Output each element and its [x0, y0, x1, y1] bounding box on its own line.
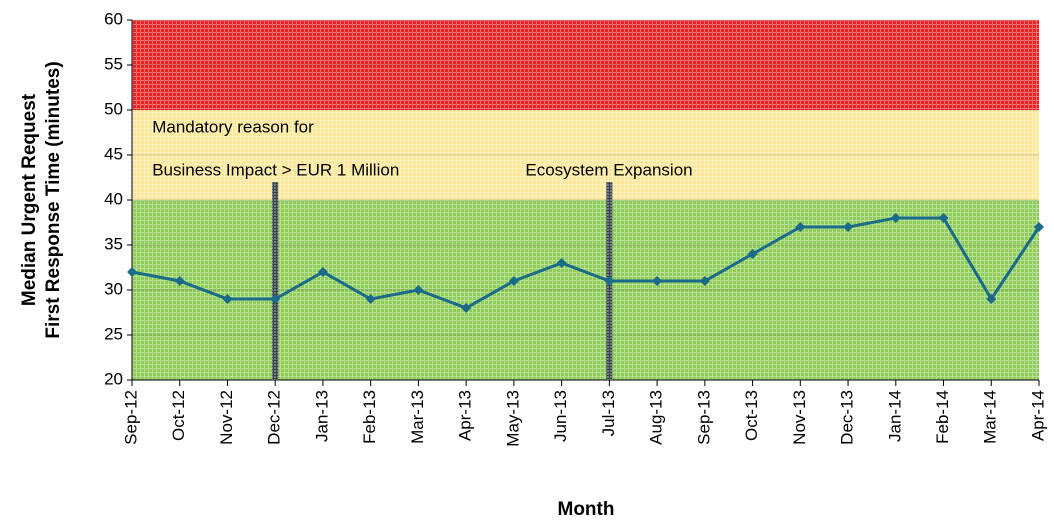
y-tick-label: 30 [104, 279, 123, 298]
point [795, 222, 806, 232]
series-line [131, 216, 1041, 310]
y-axis-title-line: First Response Time (minutes) [43, 61, 64, 338]
x-axis-title: Month [558, 499, 615, 520]
x-tick-label: Jan-14 [885, 390, 904, 442]
point [270, 294, 281, 304]
band-hatch [132, 110, 1039, 200]
point [222, 294, 233, 304]
y-tick-label: 35 [104, 234, 123, 253]
y-tick-label: 55 [104, 54, 123, 73]
x-tick-label: Sep-13 [694, 390, 713, 445]
band-hatch [132, 20, 1039, 110]
point [1034, 222, 1044, 232]
y-axis-title-line: Median Urgent Request [19, 93, 40, 306]
point [127, 267, 137, 277]
y-tick-label: 45 [104, 144, 123, 163]
x-tick-label: Sep-12 [121, 390, 140, 445]
annotation-text: Ecosystem Expansion [525, 160, 692, 179]
point [508, 276, 519, 286]
x-tick-label: Oct-13 [742, 390, 761, 441]
point [747, 249, 758, 259]
x-tick-label: Feb-13 [360, 390, 379, 444]
x-tick-label: Mar-13 [408, 390, 427, 444]
y-tick-label: 50 [104, 99, 123, 118]
point [699, 276, 710, 286]
y-tick-label: 20 [104, 369, 123, 388]
x-tick-label: Dec-13 [838, 390, 857, 445]
point [365, 294, 376, 304]
point [843, 222, 854, 232]
x-tick-label: Oct-12 [169, 390, 188, 441]
y-tick-label: 60 [104, 9, 123, 28]
x-tick-label: Dec-12 [265, 390, 284, 445]
annotation-text: Mandatory reason for [152, 117, 314, 136]
point [986, 294, 997, 304]
point [890, 213, 901, 223]
point [174, 276, 185, 286]
point [413, 285, 424, 295]
annotation-line [272, 182, 279, 380]
y-axis-title: Median Urgent Request First Response Tim… [19, 61, 64, 338]
x-tick-label: Apr-13 [456, 390, 475, 441]
point [556, 258, 567, 268]
point [604, 276, 615, 286]
point [652, 276, 663, 286]
x-tick-label: Nov-12 [217, 390, 236, 445]
band-hatch [132, 200, 1039, 380]
x-tick-label: Apr-14 [1028, 390, 1047, 441]
point [317, 267, 328, 277]
x-tick-label: Jan-13 [312, 390, 331, 442]
x-tick-label: May-13 [503, 390, 522, 447]
y-tick-label: 40 [104, 189, 123, 208]
y-tick-label: 25 [104, 324, 123, 343]
x-tick-label: Feb-14 [933, 390, 952, 444]
x-tick-label: Mar-14 [981, 390, 1000, 444]
point [461, 303, 472, 313]
annotation-text: Business Impact > EUR 1 Million [152, 160, 399, 179]
x-tick-label: Nov-13 [790, 390, 809, 445]
point [938, 213, 949, 223]
x-tick-label: Jul-13 [599, 390, 618, 436]
x-tick-label: Aug-13 [647, 390, 666, 445]
x-tick-label: Jun-13 [551, 390, 570, 442]
